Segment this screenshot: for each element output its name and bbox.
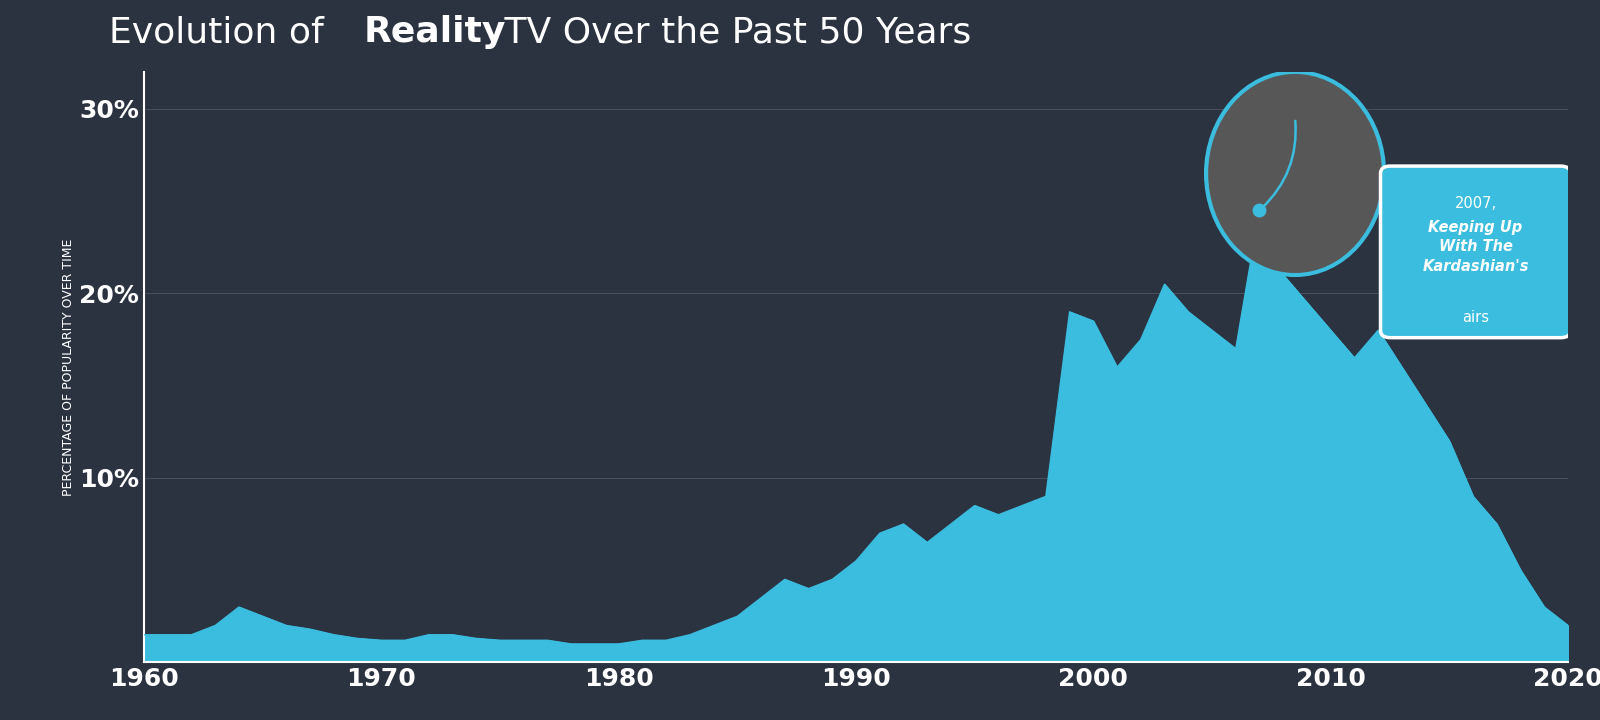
Text: Evolution of: Evolution of bbox=[109, 15, 334, 50]
Y-axis label: PERCENTAGE OF POPULARITY OVER TIME: PERCENTAGE OF POPULARITY OVER TIME bbox=[61, 238, 75, 496]
FancyBboxPatch shape bbox=[1381, 166, 1570, 338]
Text: Keeping Up
With The
Kardashian's: Keeping Up With The Kardashian's bbox=[1422, 220, 1528, 274]
Text: airs: airs bbox=[1462, 310, 1490, 325]
Ellipse shape bbox=[1206, 72, 1384, 275]
Text: Reality: Reality bbox=[363, 15, 506, 50]
Text: 2007,: 2007, bbox=[1454, 196, 1496, 211]
Text: TV Over the Past 50 Years: TV Over the Past 50 Years bbox=[493, 15, 971, 50]
Ellipse shape bbox=[1208, 74, 1382, 273]
